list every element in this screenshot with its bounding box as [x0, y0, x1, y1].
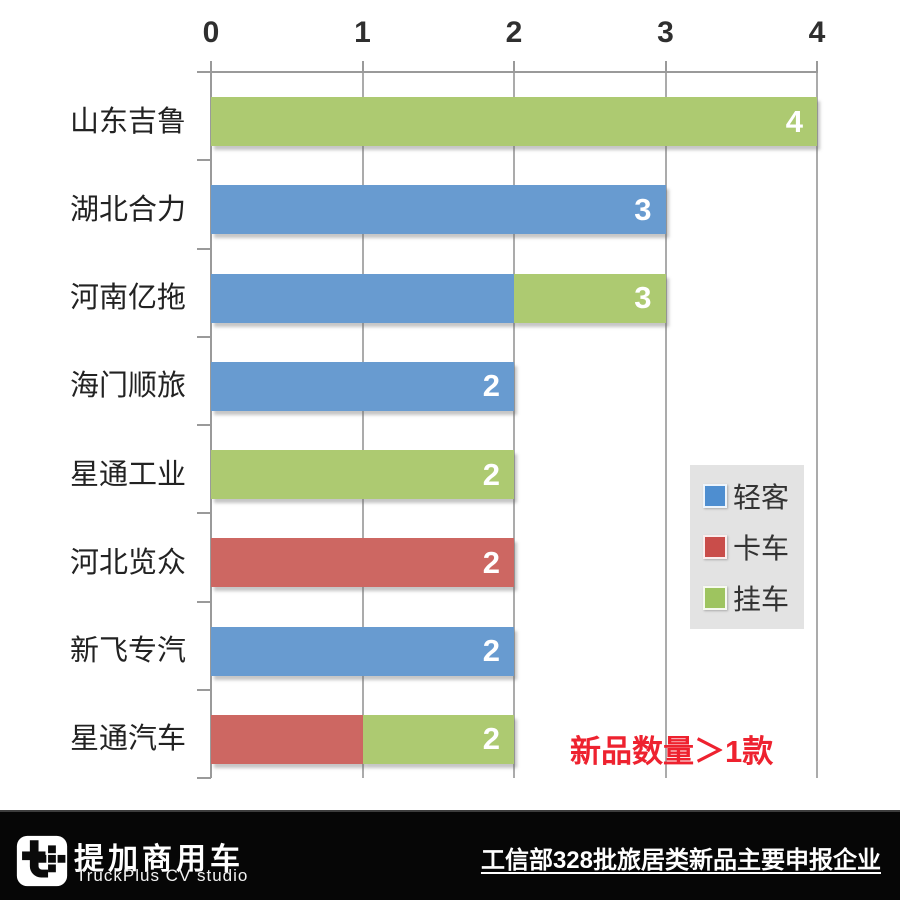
category-label: 湖北合力 — [69, 193, 186, 226]
bar-segment: 2 — [362, 714, 514, 764]
bar-segment — [211, 714, 363, 764]
category-label: 新飞专汽 — [69, 635, 186, 667]
y-axis-tick — [197, 159, 211, 162]
legend-label: 轻客 — [733, 482, 790, 513]
bar-value-label: 4 — [785, 103, 803, 139]
category-label: 海门顺旅 — [69, 370, 186, 403]
category-label: 星通工业 — [69, 458, 186, 491]
x-axis-tick — [664, 61, 667, 72]
annotation-text: 新品数量＞1款 — [570, 734, 774, 769]
category-label: 河北览众 — [69, 546, 186, 579]
x-axis-tick — [513, 61, 515, 72]
y-axis-tick — [197, 512, 211, 515]
bar-segment: 2 — [211, 538, 514, 588]
bar-segment: 3 — [211, 185, 666, 235]
gridline — [361, 72, 364, 778]
legend-item: 轻客 — [690, 476, 804, 516]
y-axis-tick — [197, 777, 211, 779]
bar-value-label: 3 — [634, 280, 652, 315]
y-axis-tick — [197, 71, 211, 73]
y-axis-line — [210, 72, 212, 778]
bar-value-label: 2 — [482, 633, 500, 668]
x-axis-tick — [361, 61, 364, 72]
x-axis-tick — [210, 61, 212, 72]
y-axis-tick — [197, 600, 211, 603]
x-axis-tick-label: 2 — [505, 16, 523, 49]
legend-swatch-icon — [703, 535, 727, 559]
footer-caption: 工信部328批旅居类新品主要申报企业 — [480, 847, 881, 874]
truckplus-logo — [16, 835, 68, 887]
y-axis-tick — [197, 335, 211, 338]
bar-value-label: 2 — [482, 456, 500, 492]
x-axis-tick-label: 1 — [354, 16, 371, 49]
x-axis-tick — [816, 61, 818, 72]
bar-segment: 2 — [211, 626, 514, 676]
x-axis-tick-label: 4 — [808, 16, 826, 49]
bar-segment: 2 — [211, 450, 514, 499]
legend-item: 挂车 — [690, 578, 804, 618]
gridline — [816, 72, 818, 778]
x-axis-tick-label: 0 — [202, 16, 220, 49]
gridline — [513, 72, 515, 778]
x-axis-tick-label: 3 — [657, 16, 674, 49]
bar-value-label: 3 — [634, 191, 652, 227]
bar-segment — [211, 273, 514, 323]
legend: 轻客 卡车 挂车 — [690, 465, 804, 629]
legend-label: 卡车 — [733, 533, 790, 564]
legend-swatch-icon — [703, 586, 727, 610]
brand-name: 提加商用车 — [74, 843, 244, 876]
y-axis-tick — [197, 424, 211, 426]
footer-bar: 提加商用车 TruckPlus CV studio 工信部328批旅居类新品主要… — [0, 810, 900, 900]
x-axis-line — [202, 71, 818, 73]
brand-subtitle: TruckPlus CV studio — [76, 866, 249, 885]
category-label: 星通汽车 — [69, 723, 186, 756]
bar-value-label: 2 — [482, 544, 500, 580]
bar-value-label: 2 — [482, 721, 500, 757]
bar-value-label: 2 — [482, 368, 500, 404]
legend-swatch-icon — [703, 484, 727, 508]
legend-label: 挂车 — [733, 584, 790, 615]
bar-segment: 2 — [211, 361, 514, 411]
category-label: 河南亿拖 — [69, 282, 186, 314]
y-axis-tick — [197, 247, 211, 250]
legend-item: 卡车 — [690, 527, 804, 567]
category-label: 山东吉鲁 — [69, 105, 186, 138]
y-axis-tick — [197, 688, 211, 691]
bar-segment: 3 — [514, 273, 666, 323]
bar-segment: 4 — [211, 97, 817, 146]
gridline — [664, 72, 667, 778]
